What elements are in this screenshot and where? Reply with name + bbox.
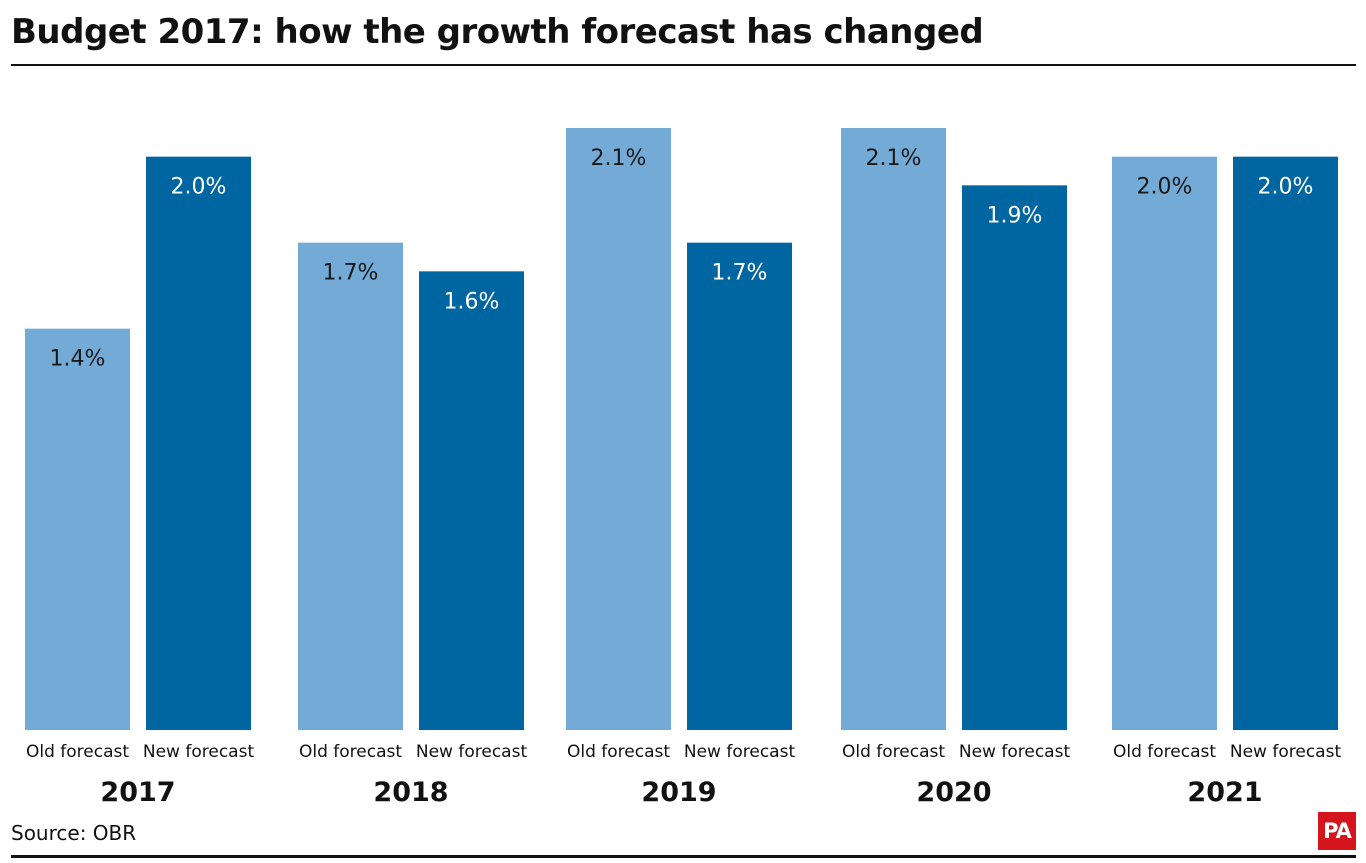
category-label-2019: 2019 [641, 777, 716, 808]
title-rule [11, 64, 1356, 66]
data-label-new-forecast-2021: 2.0% [1258, 175, 1314, 200]
data-label-old-forecast-2021: 2.0% [1137, 175, 1193, 200]
category-label-2018: 2018 [373, 777, 448, 808]
bar-old-forecast-2020 [841, 128, 946, 730]
data-label-old-forecast-2020: 2.1% [866, 146, 922, 171]
data-label-new-forecast-2020: 1.9% [987, 203, 1043, 228]
data-label-new-forecast-2019: 1.7% [712, 261, 768, 286]
bottom-rule [11, 855, 1356, 858]
chart-title: Budget 2017: how the growth forecast has… [11, 12, 984, 52]
data-label-new-forecast-2018: 1.6% [444, 289, 500, 314]
data-label-new-forecast-2017: 2.0% [171, 175, 227, 200]
data-label-old-forecast-2018: 1.7% [323, 261, 379, 286]
bar-new-forecast-2019 [687, 242, 792, 730]
bar-old-forecast-2018 [298, 242, 403, 730]
series-label-new-forecast-2019: New forecast [684, 742, 796, 762]
pa-logo: PA [1318, 812, 1356, 850]
bar-new-forecast-2020 [962, 185, 1067, 731]
bar-new-forecast-2017 [146, 156, 251, 730]
series-label-new-forecast-2020: New forecast [959, 742, 1071, 762]
data-label-old-forecast-2019: 2.1% [591, 146, 647, 171]
bar-new-forecast-2018 [419, 271, 524, 730]
series-label-new-forecast-2017: New forecast [143, 742, 255, 762]
bar-new-forecast-2021 [1233, 156, 1338, 730]
series-label-old-forecast-2018: Old forecast [299, 742, 402, 762]
series-label-old-forecast-2017: Old forecast [26, 742, 129, 762]
category-label-2021: 2021 [1187, 777, 1262, 808]
data-label-old-forecast-2017: 1.4% [50, 347, 106, 372]
series-label-old-forecast-2021: Old forecast [1113, 742, 1216, 762]
bar-old-forecast-2017 [25, 328, 130, 730]
series-label-new-forecast-2018: New forecast [416, 742, 528, 762]
source-note: Source: OBR [11, 821, 137, 845]
bar-old-forecast-2021 [1112, 156, 1217, 730]
category-label-2017: 2017 [100, 777, 175, 808]
series-label-new-forecast-2021: New forecast [1230, 742, 1342, 762]
category-label-2020: 2020 [916, 777, 991, 808]
series-label-old-forecast-2020: Old forecast [842, 742, 945, 762]
series-label-old-forecast-2019: Old forecast [567, 742, 670, 762]
bar-old-forecast-2019 [566, 128, 671, 730]
